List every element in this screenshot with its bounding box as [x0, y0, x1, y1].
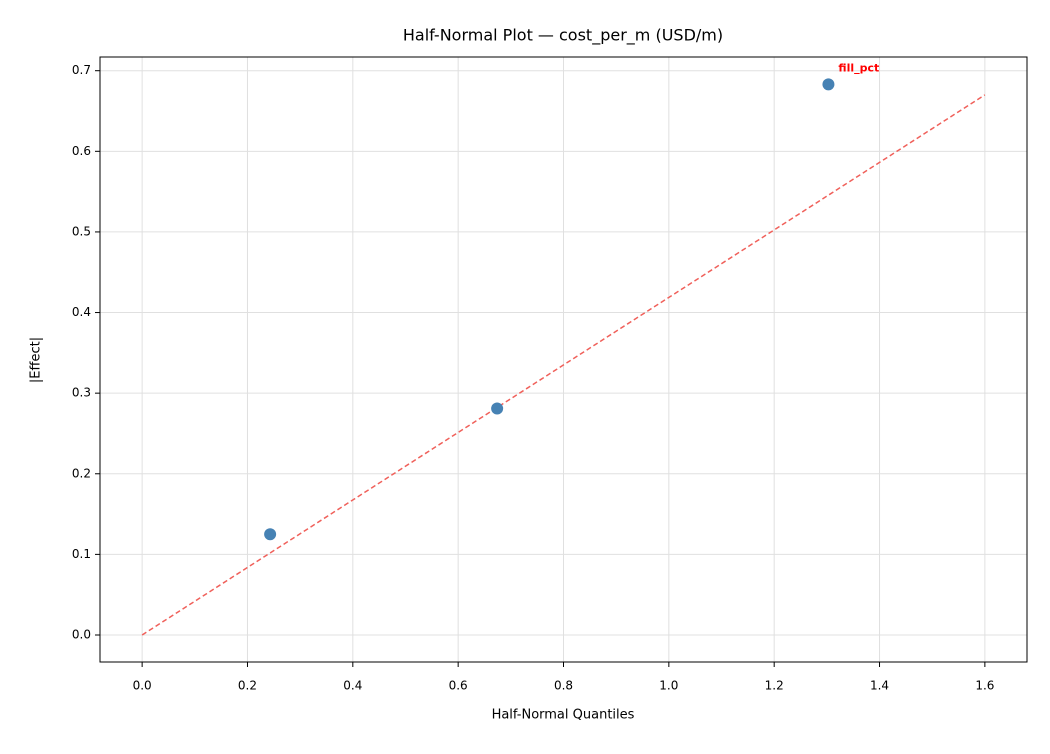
x-tick-label: 1.0	[659, 679, 678, 693]
y-tick-label: 0.0	[72, 627, 91, 641]
x-tick-label: 0.0	[133, 679, 152, 693]
point	[491, 402, 504, 415]
y-tick-label: 0.3	[72, 386, 91, 400]
y-tick-label: 0.1	[72, 547, 91, 561]
x-tick-label: 1.6	[975, 679, 994, 693]
plot-frame	[99, 56, 1028, 663]
x-tick-label: 0.2	[238, 679, 257, 693]
point-label: fill_pct	[838, 61, 879, 74]
x-tick-label: 0.6	[449, 679, 468, 693]
point	[822, 78, 835, 91]
x-tick-label: 0.4	[343, 679, 362, 693]
point	[264, 528, 277, 541]
y-tick-label: 0.5	[72, 224, 91, 238]
chart-title: Half-Normal Plot — cost_per_m (USD/m)	[403, 26, 723, 46]
y-tick-label: 0.4	[72, 305, 91, 319]
reference-line	[141, 94, 986, 636]
y-tick-label: 0.7	[72, 63, 91, 77]
x-tick-label: 1.2	[765, 679, 784, 693]
x-tick-label: 1.4	[870, 679, 889, 693]
x-axis-label: Half-Normal Quantiles	[492, 708, 635, 723]
x-tick-label: 0.8	[554, 679, 573, 693]
y-tick-label: 0.6	[72, 144, 91, 158]
y-axis-label: |Effect|	[29, 337, 44, 383]
y-tick-label: 0.2	[72, 466, 91, 480]
